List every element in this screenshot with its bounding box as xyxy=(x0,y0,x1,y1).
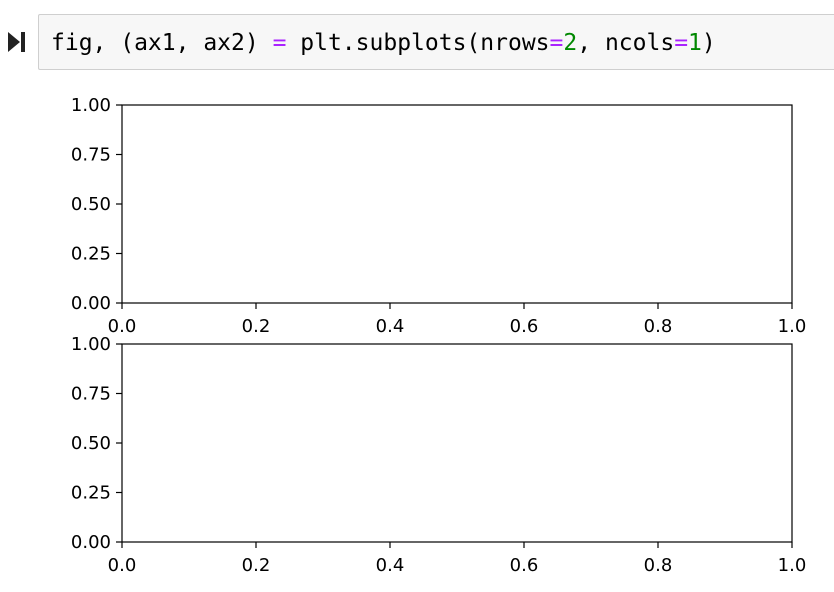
y-tick-label: 0.25 xyxy=(71,244,111,265)
x-tick-label: 0.6 xyxy=(510,555,539,576)
x-tick-label: 0.0 xyxy=(108,555,137,576)
y-tick-label: 0.25 xyxy=(71,483,111,504)
x-tick-label: 1.0 xyxy=(778,316,807,337)
x-tick-label: 0.6 xyxy=(510,316,539,337)
y-tick-label: 1.00 xyxy=(71,95,111,116)
code-token: 1 xyxy=(688,30,702,56)
x-tick-label: 0.8 xyxy=(644,316,673,337)
code-token: = xyxy=(674,30,689,56)
code-token: plt.subplots(nrows xyxy=(286,30,550,56)
code-token: 2 xyxy=(563,30,578,56)
x-tick-label: 0.4 xyxy=(376,555,405,576)
code-token: , ncols xyxy=(577,30,675,56)
x-tick-label: 0.4 xyxy=(376,316,405,337)
code-token: = xyxy=(272,30,287,56)
axes-2-frame xyxy=(121,343,793,543)
y-tick-label: 0.00 xyxy=(71,293,111,314)
code-token: = xyxy=(549,30,564,56)
y-tick-label: 0.50 xyxy=(71,194,111,215)
x-tick-label: 0.2 xyxy=(242,555,271,576)
axes-1-frame xyxy=(121,104,793,304)
x-tick-label: 0.8 xyxy=(644,555,673,576)
y-tick-label: 1.00 xyxy=(71,334,111,355)
code-token: ) xyxy=(701,30,716,56)
y-tick-label: 0.00 xyxy=(71,532,111,553)
code-cell-input[interactable]: fig, (ax1, ax2) = plt.subplots(nrows=2, … xyxy=(38,14,834,70)
code-token: fig, (ax1, ax2) xyxy=(51,30,273,56)
x-tick-label: 0.2 xyxy=(242,316,271,337)
run-cell-icon[interactable] xyxy=(6,30,28,54)
y-tick-label: 0.50 xyxy=(71,433,111,454)
x-tick-label: 1.0 xyxy=(778,555,807,576)
y-tick-label: 0.75 xyxy=(71,145,111,166)
x-tick-label: 0.0 xyxy=(108,316,137,337)
code-line: fig, (ax1, ax2) = plt.subplots(nrows=2, … xyxy=(51,28,716,58)
y-tick-label: 0.75 xyxy=(71,384,111,405)
